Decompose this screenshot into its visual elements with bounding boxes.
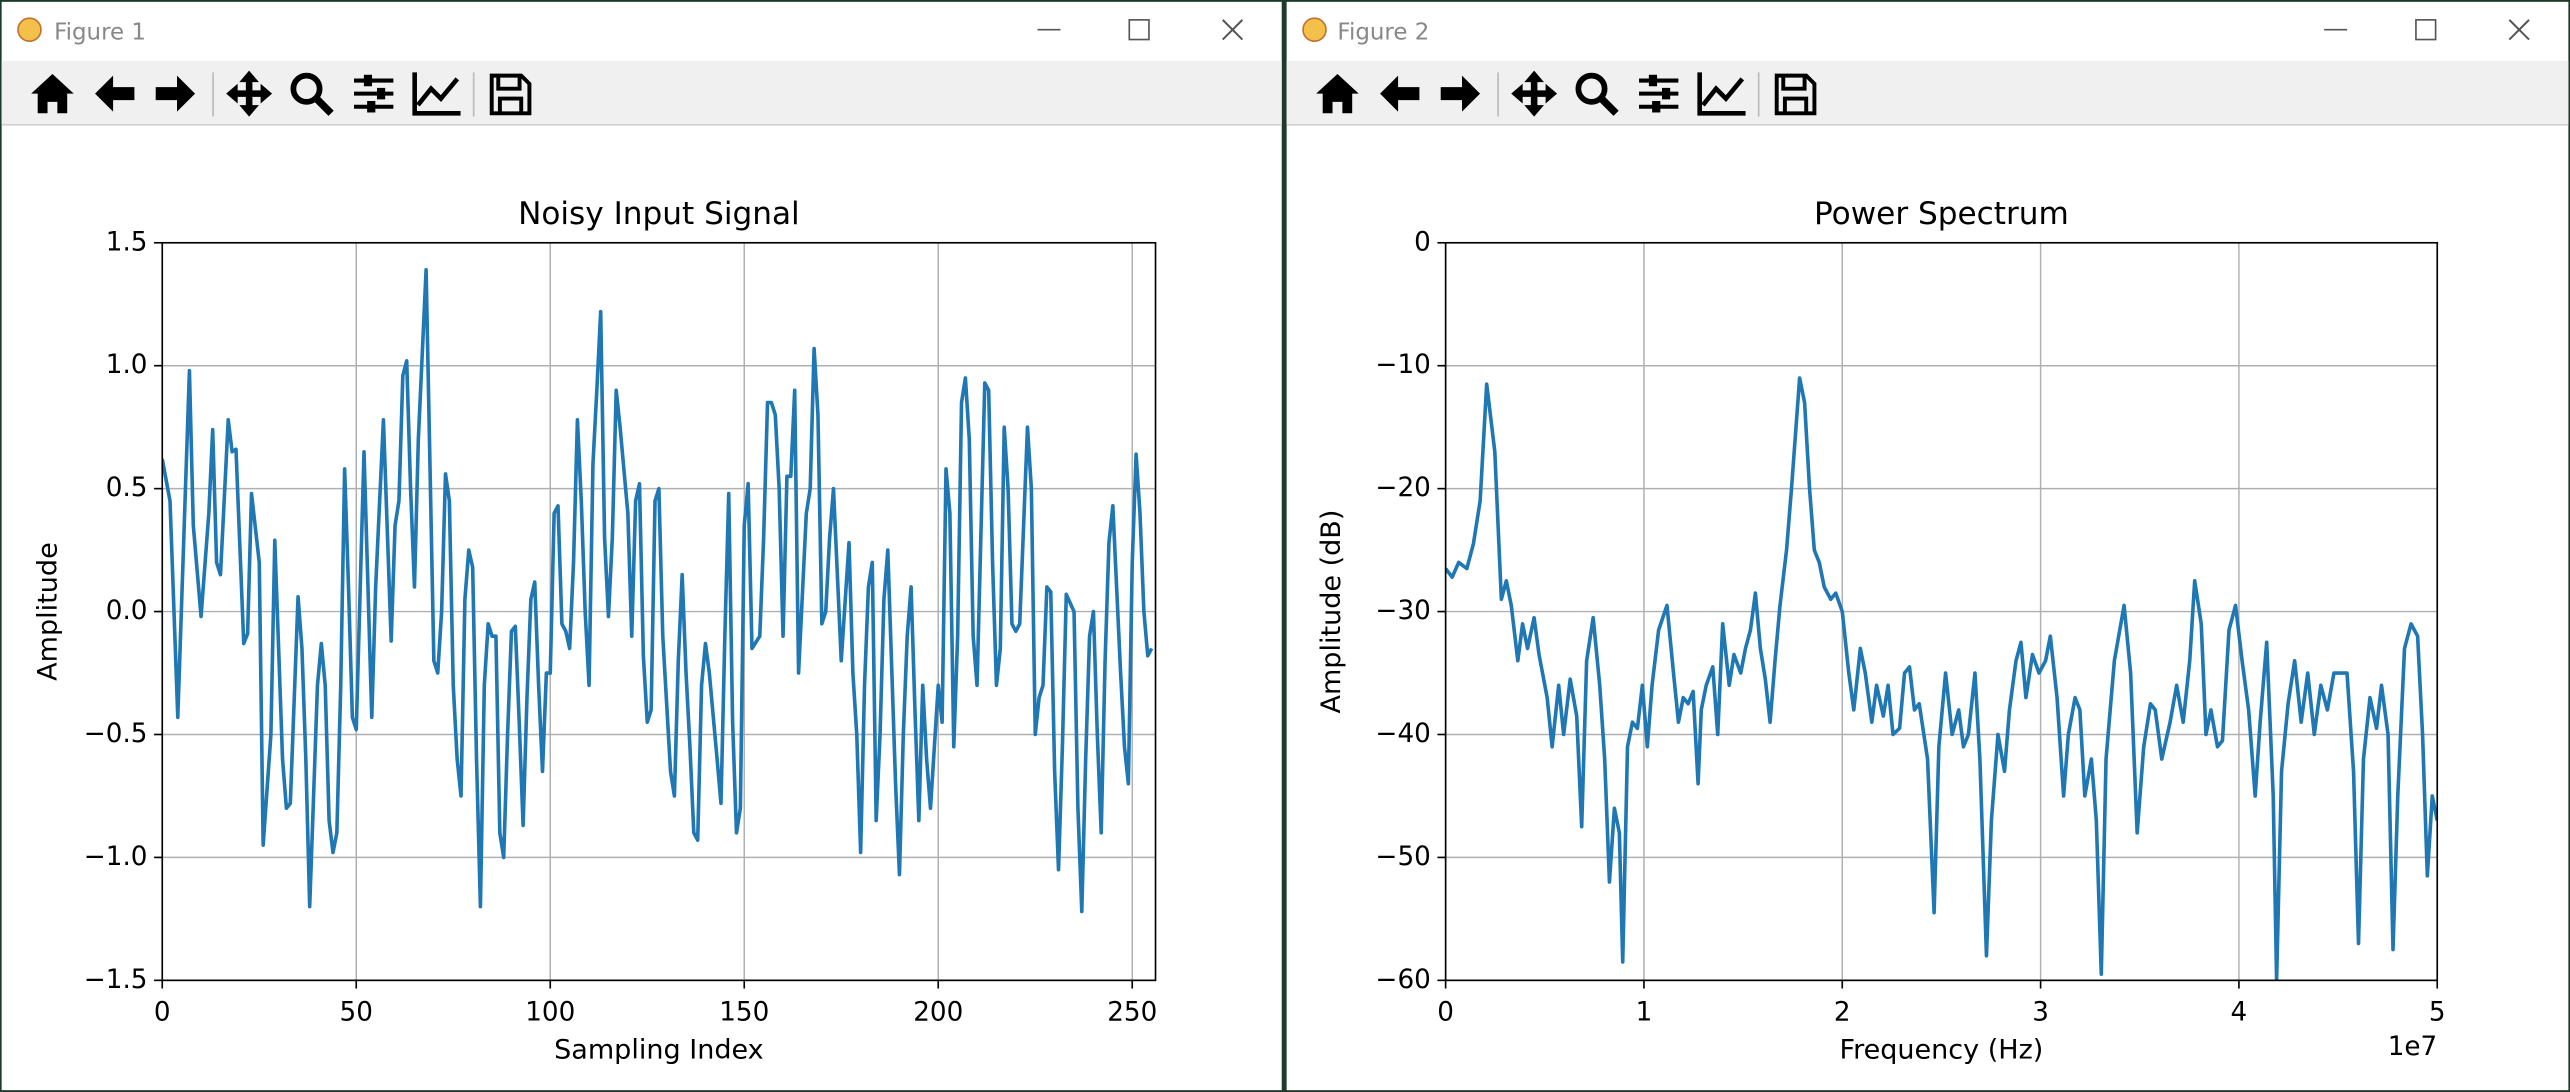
back-button[interactable] [1380,75,1420,112]
zoom-handle [1598,95,1619,116]
close-button[interactable] [2508,19,2530,41]
config-knob [1652,101,1661,113]
data-line [1445,376,2438,981]
config-knob [363,74,373,87]
forward-button[interactable] [1440,75,1481,112]
x-tick-label: 0 [154,998,171,1028]
config-knob [1648,74,1658,87]
y-tick-label: −60 [1376,965,1431,995]
maximize-button[interactable] [1128,19,1150,41]
toolbar [1,60,1282,125]
zoom-button[interactable] [1575,72,1608,105]
pan-button[interactable] [1511,70,1558,117]
x-offset-label: 1e7 [2388,1032,2438,1062]
home-button[interactable] [1316,73,1359,114]
maximize-button[interactable] [2415,19,2437,41]
home-button[interactable] [31,73,74,114]
axes-title: Power Spectrum [1814,196,2069,232]
config-knob [367,101,376,113]
config-knob [376,87,386,100]
y-tick-label: 1.5 [106,227,148,257]
zoom-handle [313,95,334,116]
y-tick-label: 0.5 [106,473,148,503]
pan-button[interactable] [226,70,273,117]
x-axis-label: Sampling Index [554,1034,764,1065]
x-tick-label: 250 [1107,998,1157,1028]
x-tick-label: 2 [1834,998,1851,1028]
forward-button[interactable] [155,75,196,112]
y-tick-label: −1.0 [84,842,148,872]
close-button[interactable] [1222,19,1244,41]
toolbar-icons [31,70,532,117]
x-tick-label: 50 [340,998,373,1028]
y-tick-label: −1.5 [84,965,148,995]
config-knob [1661,87,1671,100]
edit-axes-button[interactable] [1697,72,1746,116]
toolbar-icons [1316,70,1817,117]
y-axis-label: Amplitude [33,542,64,681]
data-line [162,268,1154,914]
toolbar [1286,60,2569,125]
x-tick-label: 3 [2032,998,2049,1028]
window-2 [1286,1,2569,1091]
axes-frame [1444,241,2439,982]
back-button[interactable] [95,75,135,112]
y-tick-label: −40 [1376,719,1431,749]
y-tick-label: −30 [1376,596,1431,626]
y-axis-label: Amplitude (dB) [1316,510,1347,714]
y-tick-label: 0 [1414,227,1431,257]
y-tick-label: −50 [1376,842,1431,872]
y-tick-label: −20 [1376,473,1431,503]
window-title: Figure 2 [1337,19,1429,45]
axes-title: Noisy Input Signal [518,196,800,232]
x-tick-label: 150 [719,998,769,1028]
x-tick-label: 100 [525,998,575,1028]
y-tick-label: 1.0 [106,350,148,380]
x-tick-label: 5 [2429,998,2446,1028]
axes-frame [161,241,1157,982]
y-tick-label: −10 [1376,350,1431,380]
x-tick-label: 200 [913,998,963,1028]
save-button[interactable] [489,73,532,116]
x-tick-label: 4 [2231,998,2248,1028]
app-icon [1302,17,1327,42]
y-tick-label: 0.0 [106,596,148,626]
zoom-button[interactable] [290,72,323,105]
x-tick-label: 0 [1437,998,1454,1028]
window-title: Figure 1 [54,19,146,45]
x-axis-label: Frequency (Hz) [1840,1034,2044,1065]
edit-axes-button[interactable] [412,72,461,116]
x-tick-label: 1 [1636,998,1653,1028]
save-button[interactable] [1774,73,1817,116]
app-icon [17,17,42,42]
y-tick-label: −0.5 [84,719,148,749]
